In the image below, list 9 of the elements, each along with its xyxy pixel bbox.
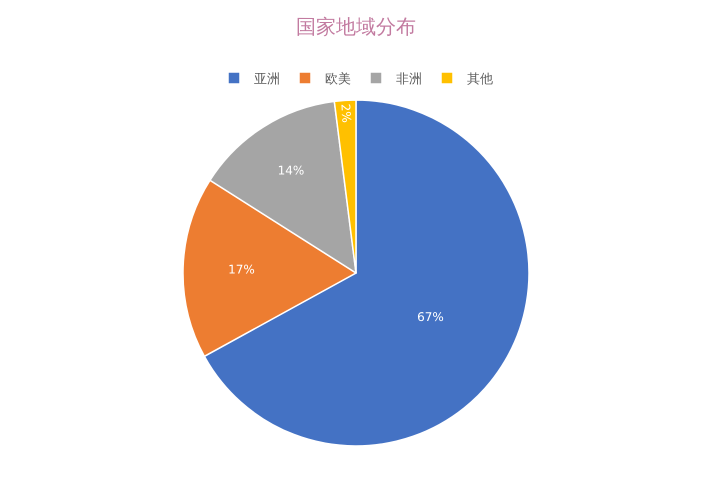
legend-label: 亚洲 <box>254 72 280 88</box>
chart-title: 国家地域分布 <box>296 14 416 38</box>
data-label: 14% <box>278 164 304 178</box>
legend-label: 其他 <box>467 72 493 88</box>
data-label: 17% <box>228 262 255 276</box>
legend-label: 欧美 <box>325 71 351 88</box>
legend-label: 非洲 <box>396 72 422 88</box>
data-label: 67% <box>417 310 444 324</box>
data-label: 2% <box>338 103 354 124</box>
